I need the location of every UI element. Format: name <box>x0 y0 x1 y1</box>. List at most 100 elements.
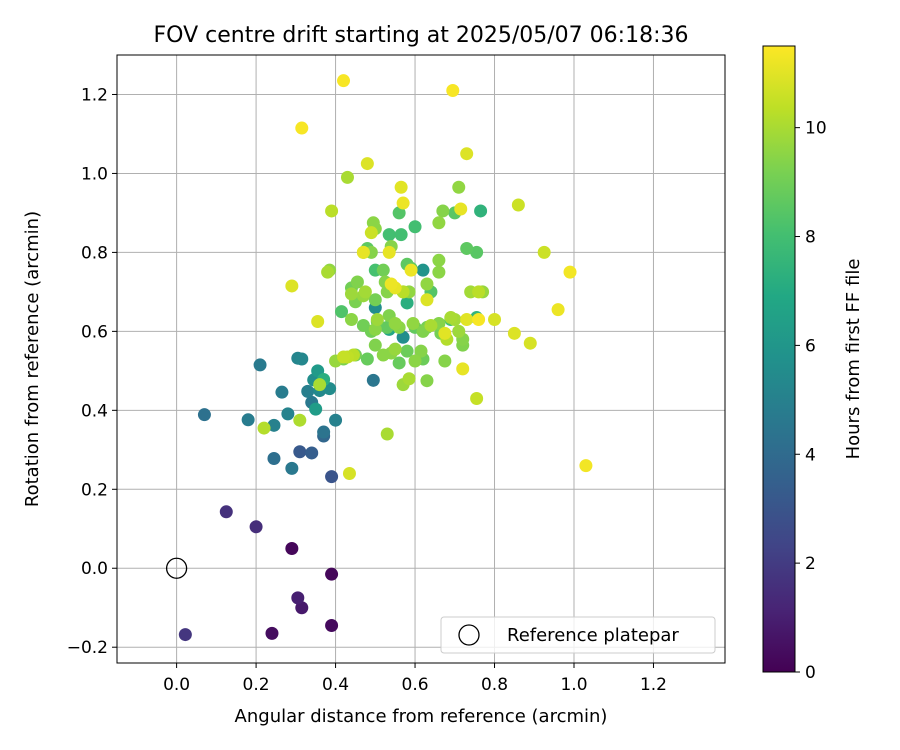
y-tick-label: −0.2 <box>67 638 108 658</box>
data-point <box>313 378 327 392</box>
data-point <box>388 342 402 356</box>
data-point <box>420 277 434 291</box>
data-point <box>474 204 488 218</box>
legend-box <box>440 616 716 654</box>
data-point <box>344 313 358 327</box>
y-tick-label: 0.2 <box>81 480 108 500</box>
data-point <box>335 305 349 319</box>
data-point <box>329 413 343 427</box>
y-tick-label: 1.0 <box>81 164 108 184</box>
data-point <box>366 373 380 387</box>
data-point <box>281 407 295 421</box>
y-tick-label: 1.2 <box>81 85 108 105</box>
data-point <box>416 263 430 277</box>
data-point <box>420 293 434 307</box>
data-point <box>470 245 484 259</box>
colorbar-ticks: 0 2 4 6 8 10 <box>795 119 827 683</box>
data-point <box>376 263 390 277</box>
data-point <box>350 275 364 289</box>
data-point <box>444 311 458 325</box>
x-axis-label: Angular distance from reference (arcmin) <box>235 706 608 727</box>
data-point <box>472 313 486 327</box>
data-point <box>454 202 468 216</box>
colorbar-tick-label: 8 <box>805 228 816 248</box>
data-point <box>295 601 309 615</box>
data-point <box>301 384 315 398</box>
legend-marker-icon <box>458 624 480 646</box>
x-tick-label: 1.2 <box>640 675 667 695</box>
data-point <box>267 451 281 465</box>
data-point <box>325 204 339 218</box>
data-point <box>472 285 486 299</box>
data-point <box>275 385 289 399</box>
data-point <box>392 206 406 220</box>
data-point <box>414 344 428 358</box>
x-tick-label: 0.2 <box>243 675 270 695</box>
data-point <box>249 520 263 534</box>
data-point <box>537 245 551 259</box>
data-point <box>579 459 593 473</box>
data-point <box>360 352 374 366</box>
data-point <box>285 542 299 556</box>
data-point <box>406 316 420 330</box>
data-point <box>460 147 474 161</box>
data-point <box>317 425 331 439</box>
data-point <box>364 226 378 240</box>
data-point <box>356 245 370 259</box>
y-axis-ticks: −0.2 0.0 0.2 0.4 0.6 0.8 1.0 1.2 <box>67 85 117 658</box>
data-point <box>432 265 446 279</box>
data-point <box>257 421 271 435</box>
data-point <box>382 228 396 242</box>
data-point <box>358 285 372 299</box>
data-point <box>325 618 339 632</box>
data-point <box>400 296 414 310</box>
data-point <box>368 293 382 307</box>
data-point <box>408 220 422 234</box>
reference-marker <box>165 557 188 579</box>
data-point <box>368 338 382 352</box>
data-point <box>360 157 374 171</box>
colorbar-tick-label: 10 <box>805 119 827 139</box>
x-tick-label: 0.8 <box>481 675 508 695</box>
data-point <box>396 330 410 344</box>
data-point <box>197 408 211 422</box>
data-point <box>325 567 339 581</box>
colorbar-tick-label: 6 <box>805 336 816 356</box>
data-point <box>436 204 450 218</box>
data-point <box>563 265 577 279</box>
data-point <box>460 313 474 327</box>
data-point <box>396 196 410 210</box>
colorbar-gradient <box>762 45 796 673</box>
data-point <box>293 445 307 459</box>
colorbar-tick-label: 2 <box>805 554 816 574</box>
data-point <box>265 626 279 640</box>
y-axis-label: Rotation from reference (arcmin) <box>22 211 43 507</box>
data-point <box>380 427 394 441</box>
data-point <box>438 354 452 368</box>
data-point <box>551 303 565 317</box>
data-point <box>370 313 384 327</box>
data-point <box>219 505 233 519</box>
data-point <box>291 591 305 605</box>
data-point <box>309 402 323 416</box>
data-point <box>392 356 406 370</box>
data-point <box>511 198 525 212</box>
data-point <box>420 374 434 388</box>
colorbar: 0 2 4 6 8 10 Hours from first FF file <box>762 45 864 683</box>
data-point <box>523 336 537 350</box>
y-tick-label: 0.8 <box>81 243 108 263</box>
data-point <box>404 263 418 277</box>
data-point <box>400 344 414 358</box>
data-point <box>408 354 422 368</box>
data-point <box>507 326 521 340</box>
data-point <box>402 372 416 386</box>
data-point <box>295 121 309 135</box>
data-point <box>456 362 470 376</box>
data-point <box>432 216 446 230</box>
data-point <box>368 322 382 336</box>
legend-entry-label: Reference platepar <box>507 625 679 646</box>
data-point <box>438 326 452 340</box>
colorbar-tick-label: 0 <box>805 663 816 683</box>
data-point <box>342 466 356 480</box>
